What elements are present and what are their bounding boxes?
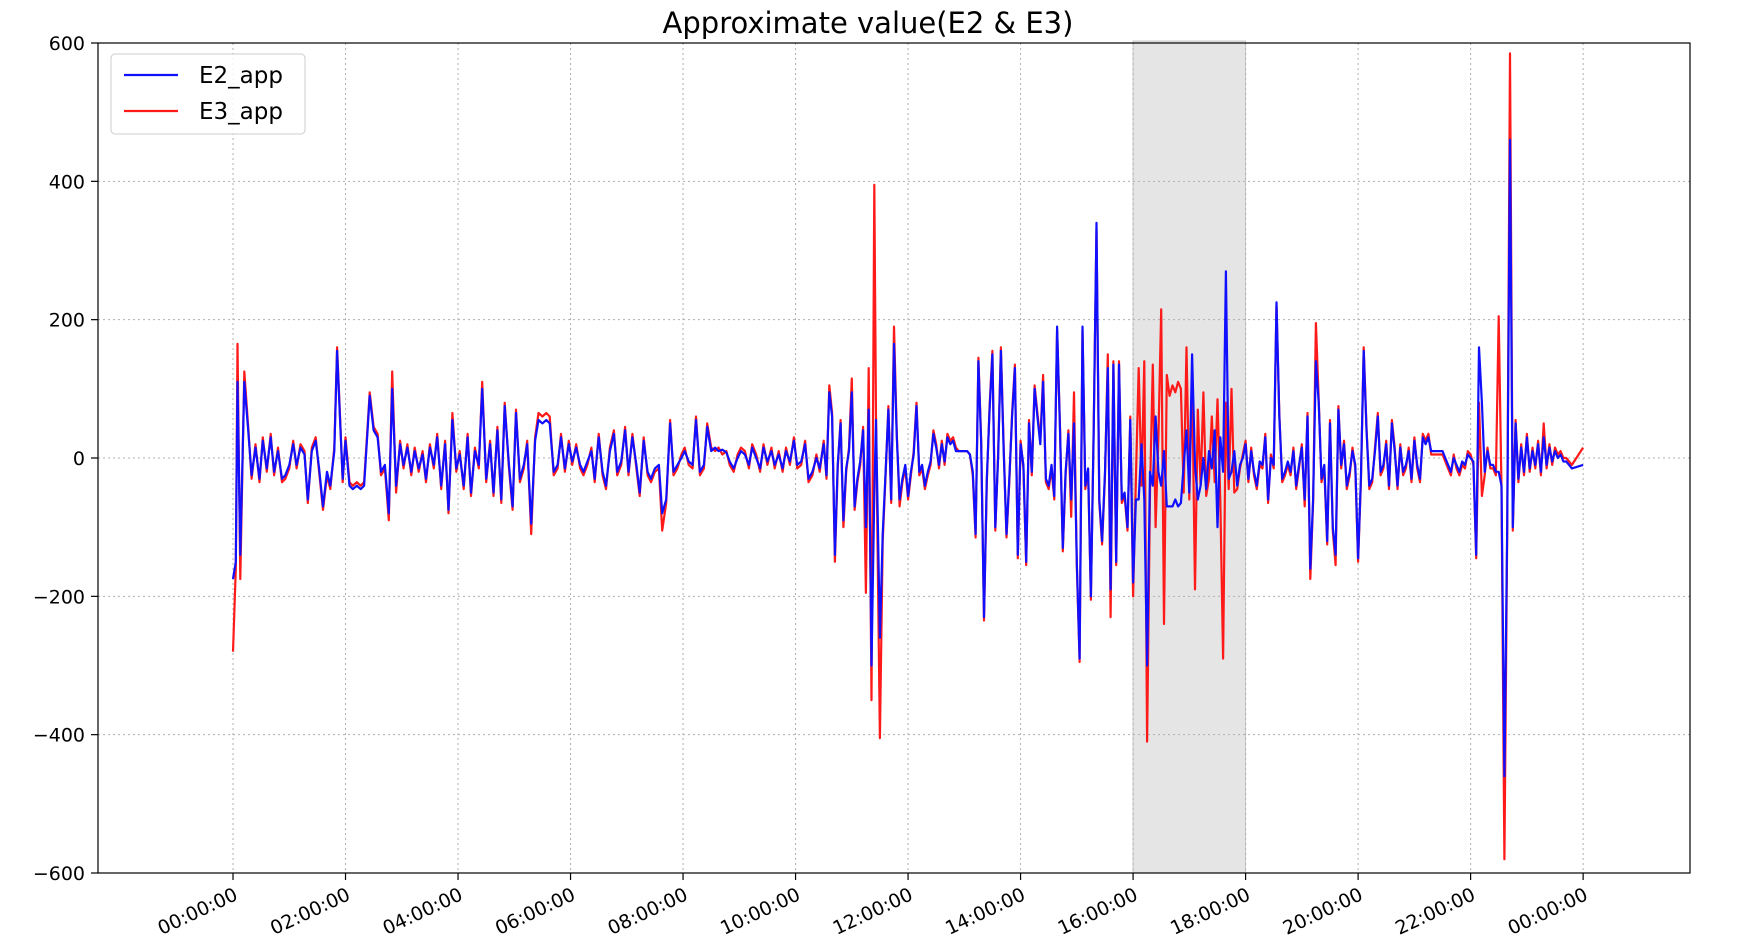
y-tick-label: −600 xyxy=(33,863,85,885)
y-tick-label: 200 xyxy=(49,310,85,332)
y-tick-label: −200 xyxy=(33,586,85,608)
legend-label: E2_app xyxy=(199,63,283,89)
legend-label: E3_app xyxy=(199,99,283,125)
legend: E2_app E3_app xyxy=(110,53,306,135)
y-tick-label: 0 xyxy=(73,448,85,470)
series-line-e2-app xyxy=(231,138,1584,778)
y-tick-label: 600 xyxy=(49,33,85,55)
chart-title: Approximate value(E2 & E3) xyxy=(663,6,1074,40)
y-tick-label: −400 xyxy=(33,725,85,747)
y-tick-label: 400 xyxy=(49,171,85,193)
